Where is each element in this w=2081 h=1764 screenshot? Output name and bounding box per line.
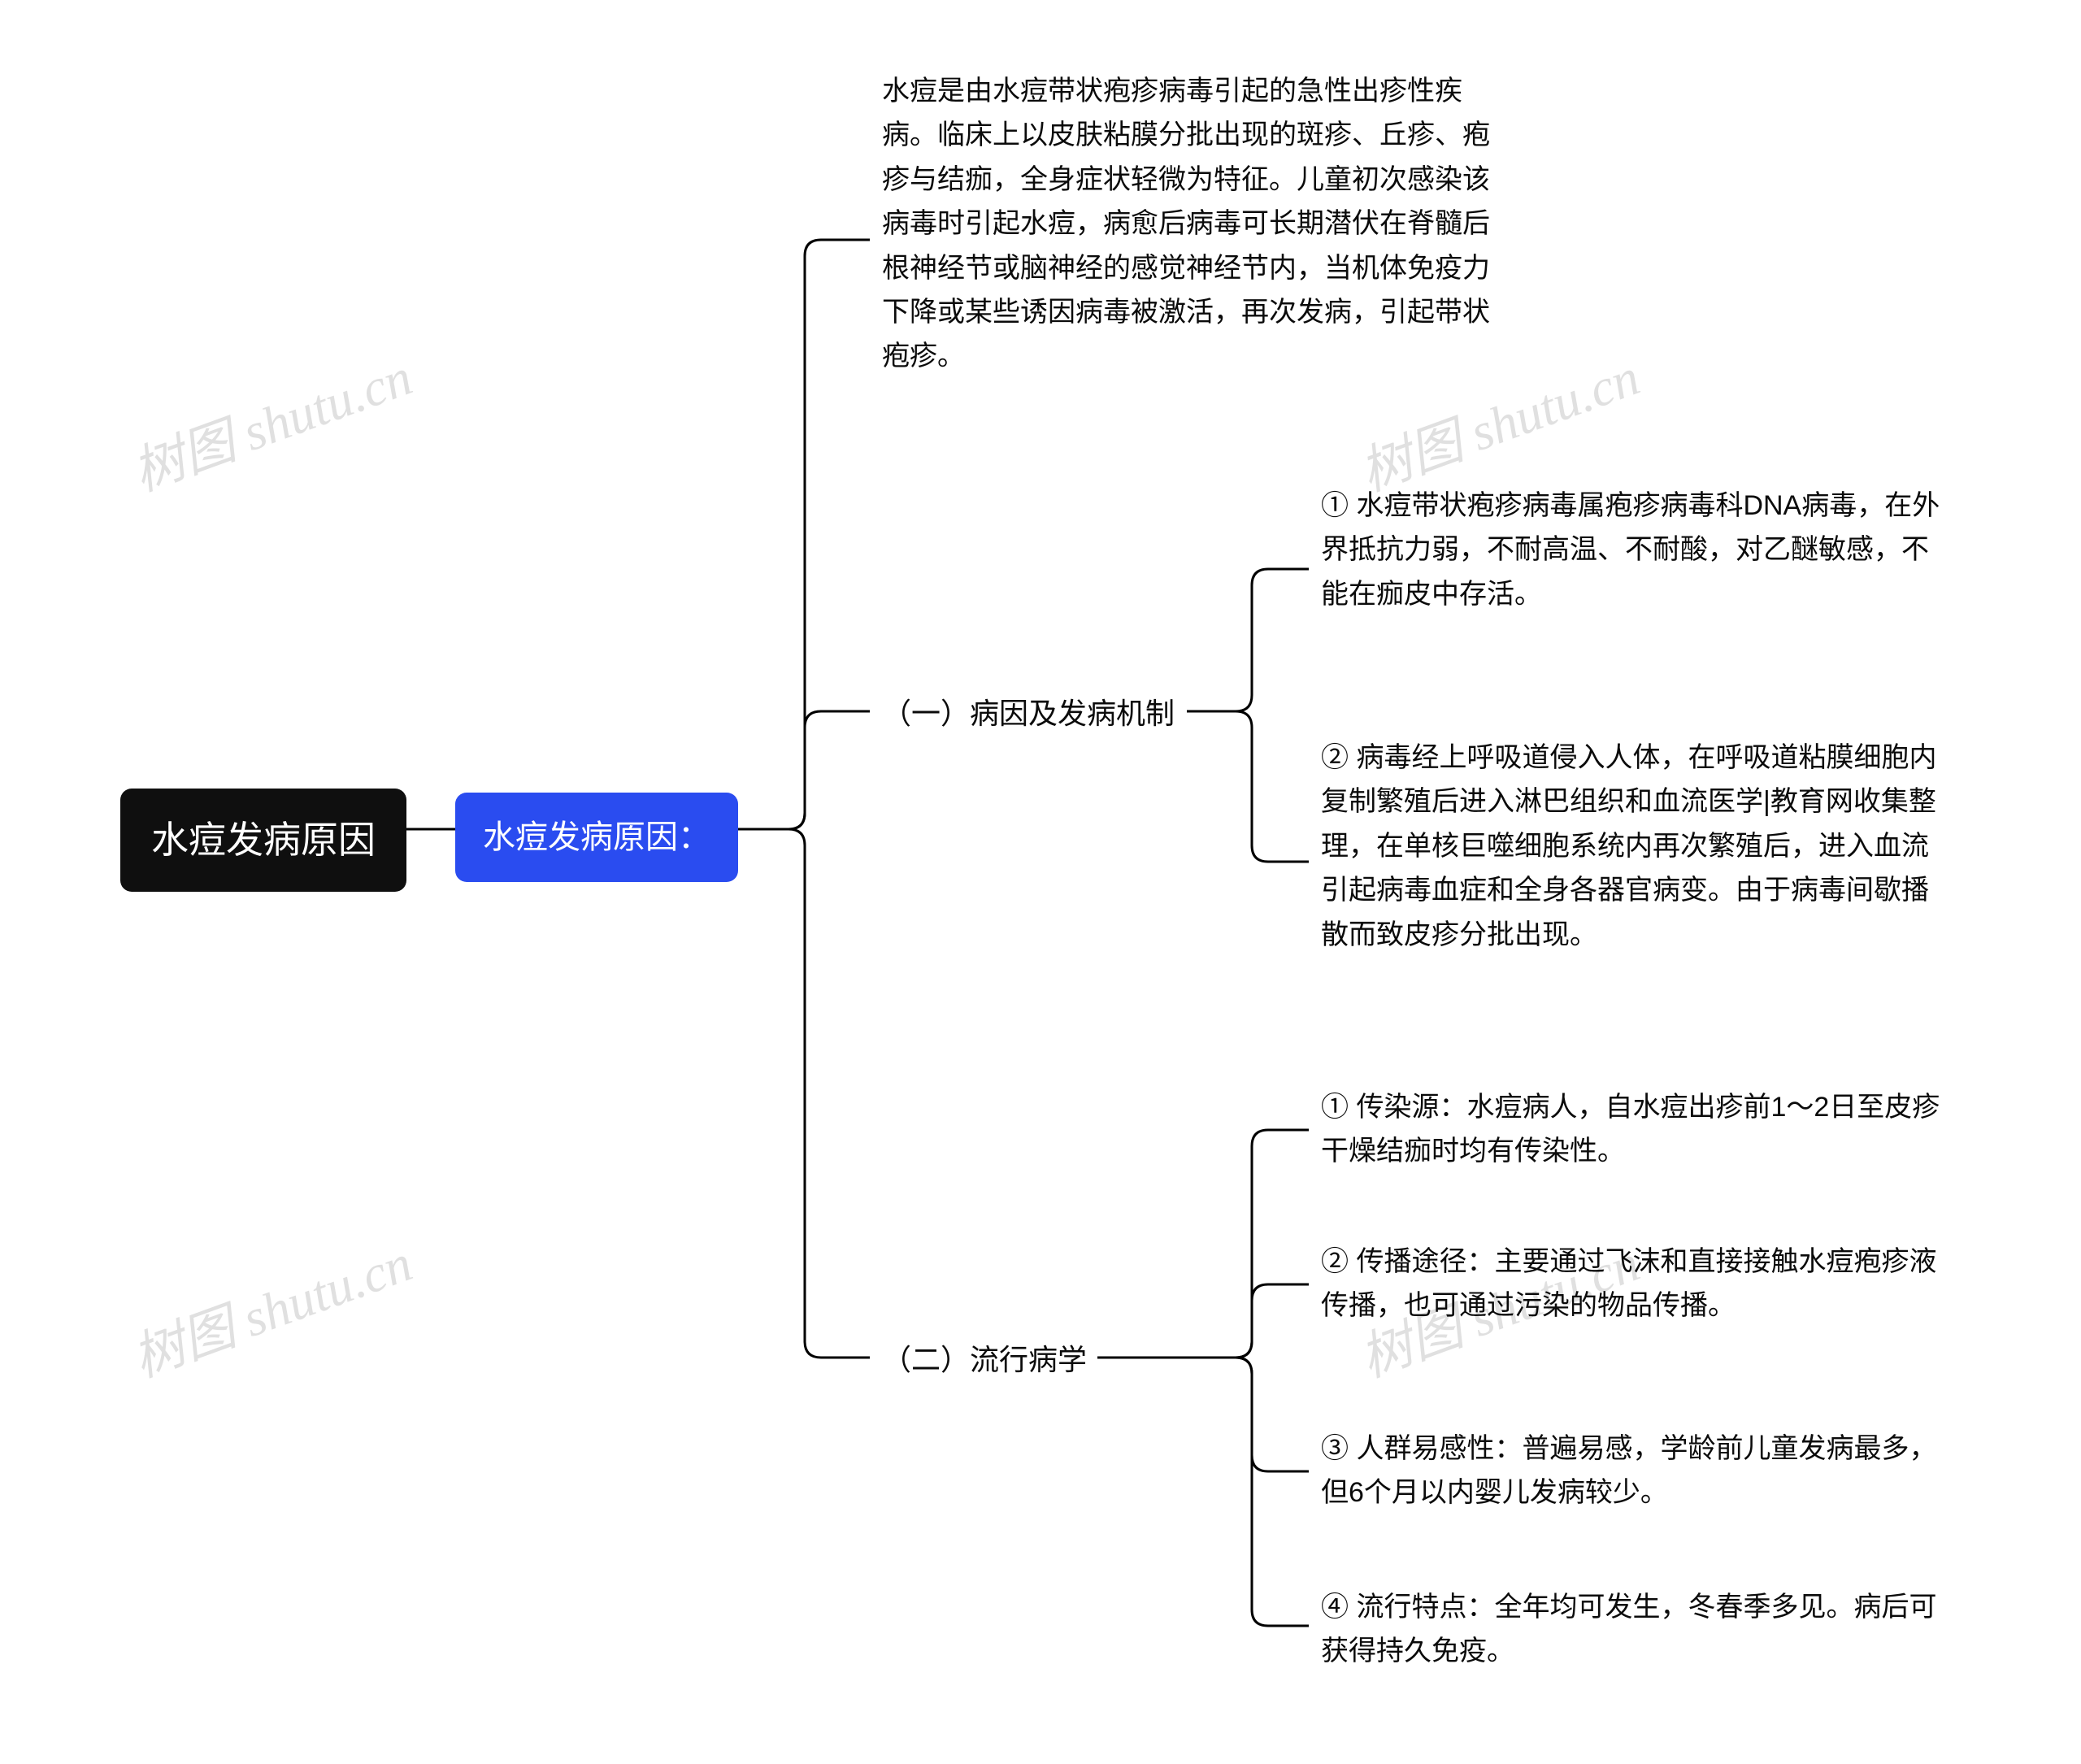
b1-heading[interactable]: （一）病因及发病机制 (882, 691, 1175, 736)
b1-leaf-1: ① 水痘带状疱疹病毒属疱疹病毒科DNA病毒，在外界抵抗力弱，不耐高温、不耐酸，对… (1321, 484, 1947, 616)
mindmap-canvas: 树图 shutu.cn 树图 shutu.cn 树图 shutu.cn 树图 s… (0, 0, 2081, 1764)
watermark: 树图 shutu.cn (121, 336, 421, 506)
watermark: 树图 shutu.cn (121, 1222, 421, 1392)
root-node[interactable]: 水痘发病原因 (120, 789, 406, 892)
b2-heading[interactable]: （二）流行病学 (882, 1337, 1087, 1383)
b2-leaf-1: ① 传染源：水痘病人，自水痘出疹前1～2日至皮疹干燥结痂时均有传染性。 (1321, 1085, 1947, 1174)
b2-leaf-4: ④ 流行特点：全年均可发生，冬春季多见。病后可获得持久免疫。 (1321, 1585, 1947, 1674)
b2-leaf-2: ② 传播途径：主要通过飞沫和直接接触水痘疱疹液传播，也可通过污染的物品传播。 (1321, 1240, 1947, 1328)
lv1-node[interactable]: 水痘发病原因： (455, 793, 738, 882)
b1-leaf-2: ② 病毒经上呼吸道侵入人体，在呼吸道粘膜细胞内复制繁殖后进入淋巴组织和血流医学|… (1321, 736, 1947, 957)
b2-leaf-3: ③ 人群易感性：普遍易感，学龄前儿童发病最多，但6个月以内婴儿发病较少。 (1321, 1427, 1947, 1515)
intro-text: 水痘是由水痘带状疱疹病毒引起的急性出疹性疾病。临床上以皮肤粘膜分批出现的斑疹、丘… (882, 69, 1516, 379)
